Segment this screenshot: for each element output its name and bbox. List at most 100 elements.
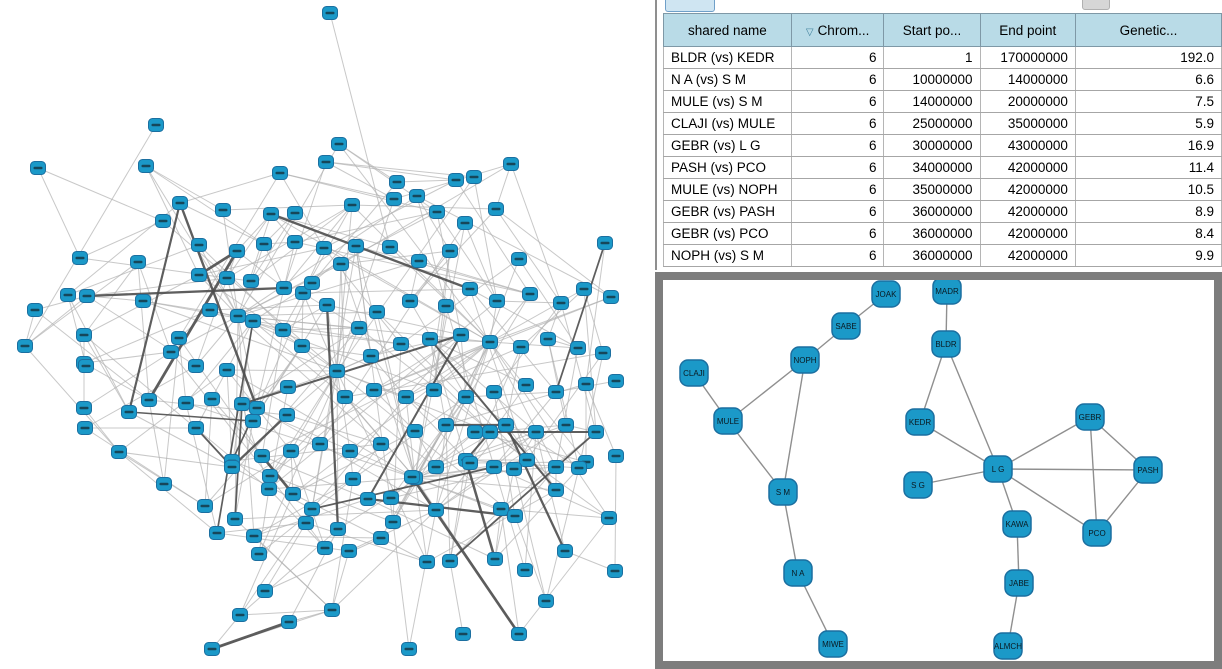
cell-genetic[interactable]: 9.9 (1075, 244, 1222, 267)
cell-start-position[interactable]: 30000000 (883, 134, 981, 157)
network-node[interactable] (344, 198, 360, 212)
network-node[interactable] (254, 449, 270, 463)
network-node[interactable] (448, 173, 464, 187)
network-node[interactable] (486, 460, 502, 474)
node-JOAK[interactable]: JOAK (871, 280, 901, 308)
network-node[interactable] (234, 397, 250, 411)
network-node[interactable] (280, 380, 296, 394)
cell-end-point[interactable]: 14000000 (980, 68, 1076, 91)
cell-start-position[interactable]: 1 (883, 46, 981, 69)
table-row[interactable]: GEBR (vs) PASH 6 36000000 42000000 8.9 (663, 200, 1222, 223)
network-node[interactable] (17, 339, 33, 353)
node-SABE[interactable]: SABE (831, 312, 861, 340)
network-node[interactable] (557, 544, 573, 558)
cell-shared-name[interactable]: PASH (vs) PCO (663, 156, 792, 179)
node-shape[interactable] (1004, 569, 1034, 597)
node-CLAJI[interactable]: CLAJI (679, 359, 709, 387)
node-MADR[interactable]: MADR (932, 280, 962, 305)
network-node[interactable] (571, 461, 587, 475)
network-node[interactable] (27, 303, 43, 317)
network-node[interactable] (511, 252, 527, 266)
network-node[interactable] (438, 299, 454, 313)
cell-chromosome[interactable]: 6 (791, 222, 885, 245)
network-node[interactable] (148, 118, 164, 132)
network-node[interactable] (76, 328, 92, 342)
node-shape[interactable] (818, 630, 848, 658)
network-node[interactable] (316, 241, 332, 255)
cell-start-position[interactable]: 25000000 (883, 112, 981, 135)
node-KAWA[interactable]: KAWA (1002, 510, 1032, 538)
table-row[interactable]: GEBR (vs) L G 6 30000000 43000000 16.9 (663, 134, 1222, 157)
network-node[interactable] (517, 563, 533, 577)
network-node[interactable] (428, 460, 444, 474)
network-node[interactable] (256, 237, 272, 251)
network-node[interactable] (409, 189, 425, 203)
network-node[interactable] (317, 541, 333, 555)
network-node[interactable] (79, 289, 95, 303)
network-node[interactable] (337, 390, 353, 404)
column-header-genetic[interactable]: Genetic... (1075, 13, 1222, 47)
network-node[interactable] (219, 271, 235, 285)
cell-start-position[interactable]: 10000000 (883, 68, 981, 91)
network-node[interactable] (429, 205, 445, 219)
network-node[interactable] (457, 216, 473, 230)
network-node[interactable] (538, 594, 554, 608)
network-node[interactable] (30, 161, 46, 175)
cell-genetic[interactable]: 8.4 (1075, 222, 1222, 245)
network-node[interactable] (342, 444, 358, 458)
cell-genetic[interactable]: 5.9 (1075, 112, 1222, 135)
network-node[interactable] (243, 274, 259, 288)
network-node[interactable] (209, 526, 225, 540)
network-node[interactable] (548, 385, 564, 399)
network-node[interactable] (276, 281, 292, 295)
node-shape[interactable] (679, 359, 709, 387)
table-row[interactable]: MULE (vs) NOPH 6 35000000 42000000 10.5 (663, 178, 1222, 201)
network-node[interactable] (227, 512, 243, 526)
node-GEBR[interactable]: GEBR (1075, 403, 1105, 431)
network-node[interactable] (488, 202, 504, 216)
network-node[interactable] (398, 390, 414, 404)
node-shape[interactable] (983, 455, 1013, 483)
network-node[interactable] (257, 584, 273, 598)
network-node[interactable] (426, 383, 442, 397)
network-node[interactable] (482, 335, 498, 349)
network-node[interactable] (333, 257, 349, 271)
network-node[interactable] (202, 303, 218, 317)
network-node[interactable] (351, 321, 367, 335)
table-row[interactable]: PASH (vs) PCO 6 34000000 42000000 11.4 (663, 156, 1222, 179)
network-node[interactable] (348, 239, 364, 253)
cell-start-position[interactable]: 35000000 (883, 178, 981, 201)
node-PCO[interactable]: PCO (1082, 519, 1112, 547)
network-node[interactable] (77, 421, 93, 435)
network-node[interactable] (295, 286, 311, 300)
cell-shared-name[interactable]: MULE (vs) S M (663, 90, 792, 113)
network-node[interactable] (404, 470, 420, 484)
network-node[interactable] (528, 425, 544, 439)
cell-shared-name[interactable]: CLAJI (vs) MULE (663, 112, 792, 135)
network-node[interactable] (389, 175, 405, 189)
network-node[interactable] (330, 522, 346, 536)
node-shape[interactable] (831, 312, 861, 340)
network-node[interactable] (493, 502, 509, 516)
node-PASH[interactable]: PASH (1133, 456, 1163, 484)
network-node[interactable] (548, 483, 564, 497)
network-node[interactable] (360, 492, 376, 506)
network-node[interactable] (458, 390, 474, 404)
network-node[interactable] (281, 615, 297, 629)
network-node[interactable] (576, 282, 592, 296)
network-node[interactable] (279, 408, 295, 422)
network-node[interactable] (215, 203, 231, 217)
network-node[interactable] (607, 564, 623, 578)
network-node[interactable] (438, 418, 454, 432)
subnetwork-edge[interactable] (997, 468, 1149, 471)
column-header-chromosome[interactable]: ▽ Chrom... (791, 13, 885, 47)
node-L-G[interactable]: L G (983, 455, 1013, 483)
table-row[interactable]: BLDR (vs) KEDR 6 1 170000000 192.0 (663, 46, 1222, 69)
network-node[interactable] (422, 332, 438, 346)
cell-end-point[interactable]: 42000000 (980, 156, 1076, 179)
network-node[interactable] (304, 502, 320, 516)
network-node[interactable] (245, 314, 261, 328)
tab-fragment[interactable] (665, 0, 715, 12)
cell-chromosome[interactable]: 6 (791, 156, 885, 179)
column-header-start-position[interactable]: Start po... (883, 13, 981, 47)
